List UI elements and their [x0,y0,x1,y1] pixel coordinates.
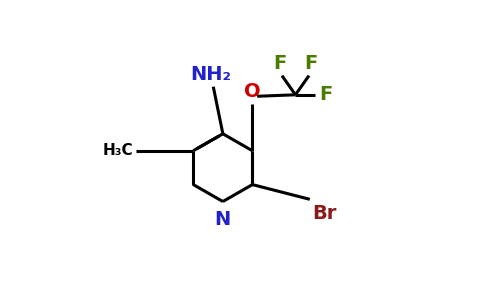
Text: N: N [215,210,231,230]
Text: Br: Br [312,204,336,223]
Text: H₃C: H₃C [103,143,134,158]
Text: F: F [319,85,333,104]
Text: O: O [244,82,261,101]
Text: F: F [305,54,318,73]
Text: F: F [273,54,286,73]
Text: NH₂: NH₂ [190,65,231,84]
